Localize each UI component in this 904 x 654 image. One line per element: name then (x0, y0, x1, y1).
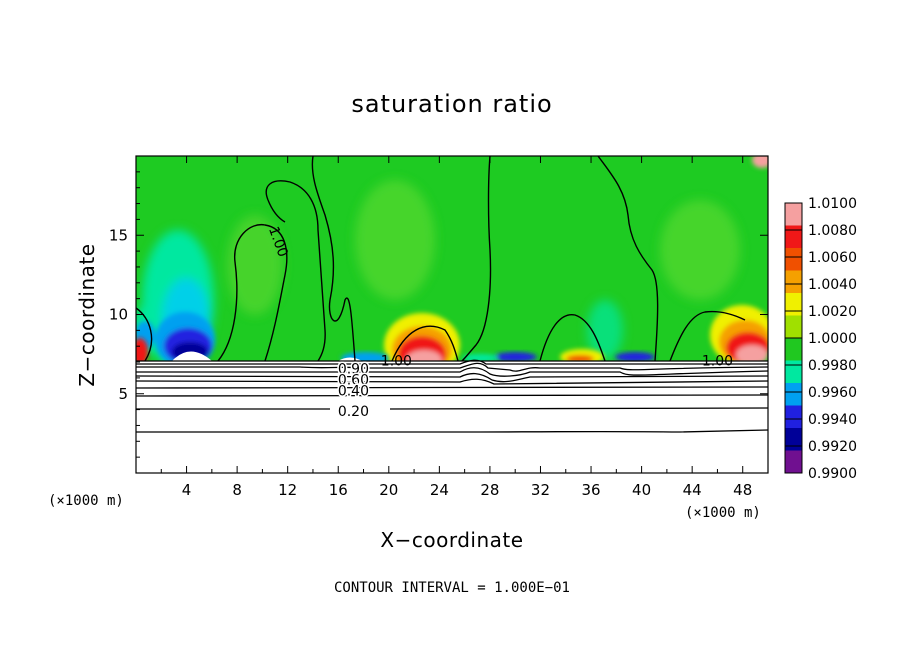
colorbar-swatch (785, 338, 802, 361)
y-tick-label: 10 (109, 306, 128, 324)
x-tick-label: 16 (329, 481, 348, 499)
x-axis-label: X−coordinate (380, 528, 523, 552)
colorbar-level-label: 1.0020 (808, 304, 857, 320)
plot-area (136, 156, 768, 473)
colorbar-level-label: 0.9980 (808, 358, 857, 374)
colorbar-swatch (785, 248, 802, 271)
y-tick-label: 5 (118, 385, 128, 403)
colorbar-level-label: 1.0100 (808, 196, 857, 212)
colorbar-level-label: 0.9900 (808, 466, 857, 482)
colorbar-level-label: 0.9960 (808, 385, 857, 401)
colorbar-level-label: 1.0040 (808, 277, 857, 293)
colorbar-level-label: 1.0080 (808, 223, 857, 239)
x-tick-label: 20 (379, 481, 398, 499)
colorbar-swatch (785, 225, 802, 248)
x-tick-label: 48 (733, 481, 752, 499)
colorbar-swatch (785, 203, 802, 226)
x-tick-label: 36 (581, 481, 600, 499)
colorbar-swatch (785, 360, 802, 383)
colorbar-swatch (785, 315, 802, 338)
x-unit-right: (×1000 m) (685, 505, 761, 521)
x-unit-left: (×1000 m) (48, 493, 124, 509)
x-tick-label: 40 (632, 481, 651, 499)
y-tick-label: 15 (109, 226, 128, 244)
x-tick-label: 12 (278, 481, 297, 499)
colorbar-swatch (785, 428, 802, 451)
colorbar-swatch (785, 450, 802, 473)
x-tick-label: 4 (182, 481, 192, 499)
contour-interval-note: CONTOUR INTERVAL = 1.000E−01 (334, 580, 570, 596)
y-axis-label: Z−coordinate (75, 243, 99, 386)
colorbar-level-label: 0.9920 (808, 439, 857, 455)
chart-title: saturation ratio (351, 90, 552, 118)
contour-stack (136, 359, 768, 433)
colorbar-swatch (785, 293, 802, 316)
x-tick-label: 44 (683, 481, 702, 499)
colorbar: 1.0100 1.0080 1.0060 1.0040 1.0020 1.0000 0.99… (784, 196, 857, 482)
x-tick-label: 8 (232, 481, 242, 499)
x-tick-label: 24 (430, 481, 449, 499)
x-tick-label: 32 (531, 481, 550, 499)
x-tick-label: 28 (480, 481, 499, 499)
colorbar-level-label: 1.0000 (808, 331, 857, 347)
colorbar-swatch (785, 405, 802, 428)
lower-region (136, 361, 768, 473)
contour-1.00 (136, 156, 746, 362)
contour-label: 0.90 (338, 361, 369, 377)
colorbar-level-label: 0.9940 (808, 412, 857, 428)
contour-label: 1.00 (381, 353, 412, 369)
colorbar-swatch (785, 383, 802, 406)
contour-label: 0.60 (338, 372, 369, 388)
contour-label: 1.00 (702, 353, 733, 369)
contour-label: 0.20 (338, 404, 369, 420)
contour-label: 0.40 (338, 384, 369, 400)
x-axis-ticks: 4 8 12 16 20 24 28 32 36 40 44 48 (160, 156, 752, 499)
colorbar-level-label: 1.0060 (808, 250, 857, 266)
colorbar-swatch (785, 270, 802, 293)
y-axis-ticks: 5 10 15 (109, 171, 768, 458)
white-bump (172, 351, 212, 361)
